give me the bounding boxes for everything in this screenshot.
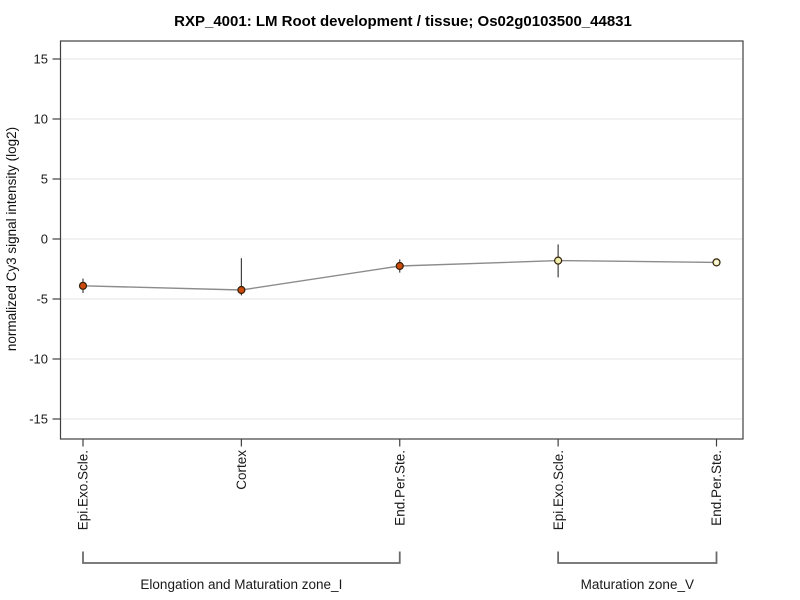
group-bracket (557, 551, 718, 564)
group-bracket (82, 551, 401, 564)
chart-title: RXP_4001: LM Root development / tissue; … (174, 13, 632, 30)
plot-box (59, 40, 744, 440)
plot-area: 15 10 5 0 -5 -10 -15 Epi.Exo.Scle. Cortex End.Per… (29, 40, 744, 592)
data-point (237, 285, 246, 295)
data-point-center (715, 261, 718, 264)
x-tick-label: End.Per.Ste. (709, 450, 724, 526)
x-tick-label: End.Per.Ste. (392, 450, 407, 526)
y-tick-label: 5 (41, 172, 48, 187)
y-tick-label: 0 (41, 232, 48, 247)
x-tick-label: Epi.Exo.Scle. (551, 450, 566, 530)
group-label: Elongation and Maturation zone_I (140, 577, 342, 592)
y-tick-label: -5 (36, 292, 48, 307)
y-tick-label: 10 (34, 112, 48, 127)
y-tick-label: -10 (29, 352, 48, 367)
data-point (78, 281, 88, 290)
y-tick-label: 15 (34, 52, 48, 67)
y-axis-label: normalized Cy3 signal intensity (log2) (4, 127, 19, 351)
data-point (395, 261, 404, 271)
data-point (554, 256, 563, 265)
group-label: Maturation zone_V (581, 577, 694, 592)
x-tick-label: Epi.Exo.Scle. (76, 450, 91, 530)
x-tick-label: Cortex (234, 450, 249, 490)
y-tick-label: -15 (29, 412, 48, 427)
